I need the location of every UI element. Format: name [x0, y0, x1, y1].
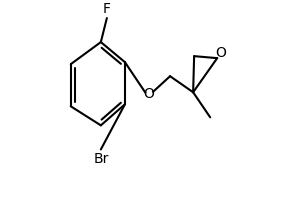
Text: O: O [144, 87, 154, 101]
Text: O: O [215, 46, 226, 60]
Text: F: F [103, 2, 111, 16]
Text: Br: Br [93, 152, 109, 166]
